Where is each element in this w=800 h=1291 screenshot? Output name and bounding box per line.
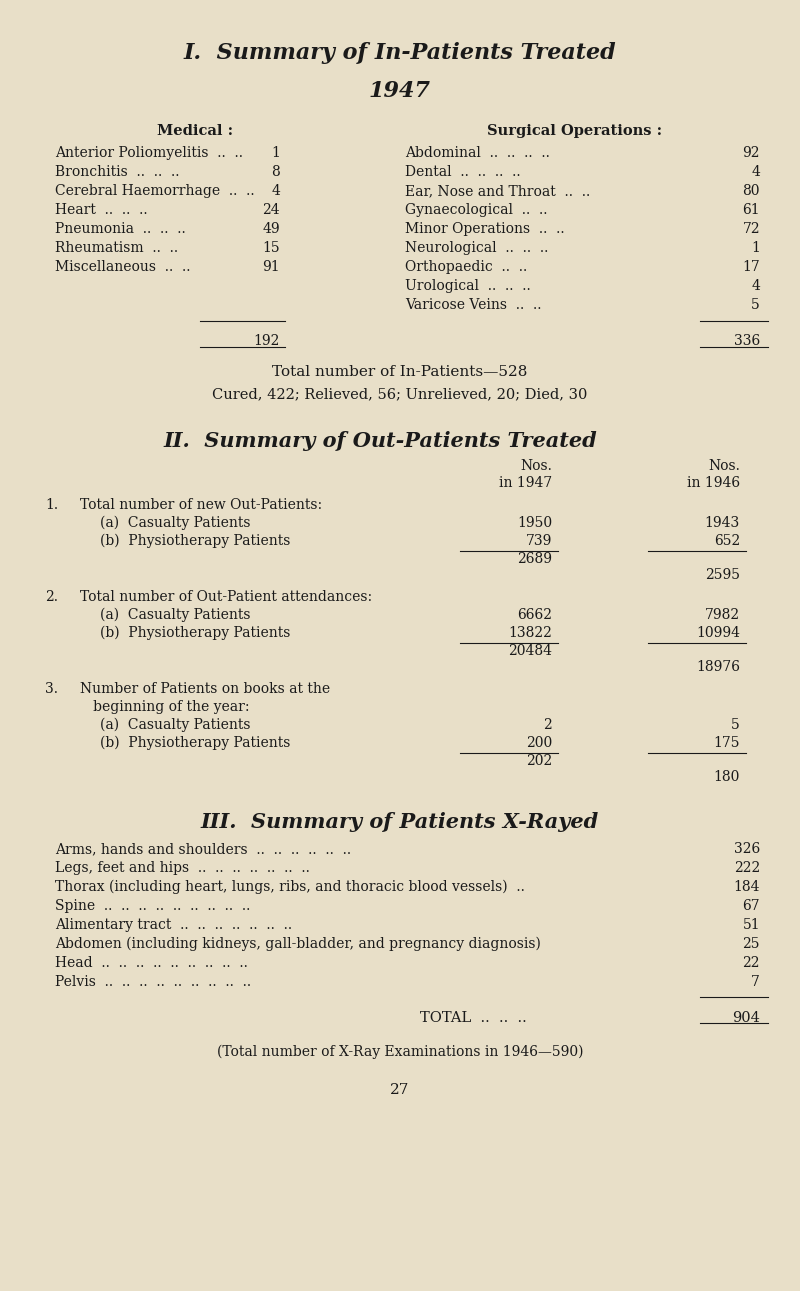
Text: Pneumonia  ..  ..  ..: Pneumonia .. .. ..: [55, 222, 194, 236]
Text: Gynaecological  ..  ..: Gynaecological .. ..: [405, 203, 556, 217]
Text: 49: 49: [262, 222, 280, 236]
Text: Minor Operations  ..  ..: Minor Operations .. ..: [405, 222, 574, 236]
Text: 7: 7: [751, 975, 760, 989]
Text: 5: 5: [731, 718, 740, 732]
Text: 336: 336: [734, 334, 760, 349]
Text: 8: 8: [271, 165, 280, 179]
Text: 72: 72: [742, 222, 760, 236]
Text: 10994: 10994: [696, 626, 740, 640]
Text: 67: 67: [742, 899, 760, 913]
Text: Anterior Poliomyelitis  ..  ..: Anterior Poliomyelitis .. ..: [55, 146, 252, 160]
Text: 24: 24: [262, 203, 280, 217]
Text: 2689: 2689: [517, 553, 552, 565]
Text: Neurological  ..  ..  ..: Neurological .. .. ..: [405, 241, 557, 256]
Text: Arms, hands and shoulders  ..  ..  ..  ..  ..  ..: Arms, hands and shoulders .. .. .. .. ..…: [55, 842, 351, 856]
Text: Total number of Out-Patient attendances:: Total number of Out-Patient attendances:: [80, 590, 372, 604]
Text: Number of Patients on books at the: Number of Patients on books at the: [80, 682, 330, 696]
Text: (a)  Casualty Patients: (a) Casualty Patients: [100, 516, 250, 531]
Text: Medical :: Medical :: [157, 124, 233, 138]
Text: Abdomen (including kidneys, gall-bladder, and pregnancy diagnosis): Abdomen (including kidneys, gall-bladder…: [55, 937, 541, 951]
Text: 22: 22: [742, 957, 760, 970]
Text: I.  Summary of In-Patients Treated: I. Summary of In-Patients Treated: [184, 43, 616, 65]
Text: 20484: 20484: [508, 644, 552, 658]
Text: Total number of new Out-Patients:: Total number of new Out-Patients:: [80, 498, 322, 513]
Text: II.  Summary of Out-Patients Treated: II. Summary of Out-Patients Treated: [163, 431, 597, 451]
Text: 222: 222: [734, 861, 760, 875]
Text: Bronchitis  ..  ..  ..: Bronchitis .. .. ..: [55, 165, 188, 179]
Text: Miscellaneous  ..  ..: Miscellaneous .. ..: [55, 259, 195, 274]
Text: 2: 2: [543, 718, 552, 732]
Text: Total number of In-Patients—528: Total number of In-Patients—528: [272, 365, 528, 380]
Text: 5: 5: [751, 298, 760, 312]
Text: 15: 15: [262, 241, 280, 256]
Text: TOTAL  ..  ..  ..: TOTAL .. .. ..: [420, 1011, 526, 1025]
Text: Orthopaedic  ..  ..: Orthopaedic .. ..: [405, 259, 536, 274]
Text: 61: 61: [742, 203, 760, 217]
Text: in 1947: in 1947: [498, 476, 552, 491]
Text: (a)  Casualty Patients: (a) Casualty Patients: [100, 718, 250, 732]
Text: 1: 1: [271, 146, 280, 160]
Text: 80: 80: [742, 185, 760, 198]
Text: Pelvis  ..  ..  ..  ..  ..  ..  ..  ..  ..: Pelvis .. .. .. .. .. .. .. .. ..: [55, 975, 251, 989]
Text: Abdominal  ..  ..  ..  ..: Abdominal .. .. .. ..: [405, 146, 558, 160]
Text: 184: 184: [734, 880, 760, 893]
Text: (Total number of X-Ray Examinations in 1946—590): (Total number of X-Ray Examinations in 1…: [217, 1044, 583, 1060]
Text: 3.: 3.: [45, 682, 58, 696]
Text: 326: 326: [734, 842, 760, 856]
Text: 27: 27: [390, 1083, 410, 1097]
Text: 17: 17: [742, 259, 760, 274]
Text: Alimentary tract  ..  ..  ..  ..  ..  ..  ..: Alimentary tract .. .. .. .. .. .. ..: [55, 918, 292, 932]
Text: (a)  Casualty Patients: (a) Casualty Patients: [100, 608, 250, 622]
Text: 192: 192: [254, 334, 280, 349]
Text: 652: 652: [714, 534, 740, 547]
Text: 180: 180: [714, 769, 740, 784]
Text: in 1946: in 1946: [687, 476, 740, 491]
Text: Urological  ..  ..  ..: Urological .. .. ..: [405, 279, 539, 293]
Text: 1943: 1943: [705, 516, 740, 531]
Text: Head  ..  ..  ..  ..  ..  ..  ..  ..  ..: Head .. .. .. .. .. .. .. .. ..: [55, 957, 248, 970]
Text: Legs, feet and hips  ..  ..  ..  ..  ..  ..  ..: Legs, feet and hips .. .. .. .. .. .. ..: [55, 861, 310, 875]
Text: 1947: 1947: [369, 80, 431, 102]
Text: Dental  ..  ..  ..  ..: Dental .. .. .. ..: [405, 165, 530, 179]
Text: Cured, 422; Relieved, 56; Unrelieved, 20; Died, 30: Cured, 422; Relieved, 56; Unrelieved, 20…: [212, 387, 588, 402]
Text: 4: 4: [751, 279, 760, 293]
Text: (b)  Physiotherapy Patients: (b) Physiotherapy Patients: [100, 534, 290, 549]
Text: 739: 739: [526, 534, 552, 547]
Text: Nos.: Nos.: [708, 460, 740, 473]
Text: 18976: 18976: [696, 660, 740, 674]
Text: 25: 25: [742, 937, 760, 951]
Text: Surgical Operations :: Surgical Operations :: [487, 124, 662, 138]
Text: Heart  ..  ..  ..: Heart .. .. ..: [55, 203, 156, 217]
Text: 175: 175: [714, 736, 740, 750]
Text: 92: 92: [742, 146, 760, 160]
Text: 4: 4: [751, 165, 760, 179]
Text: Cerebral Haemorrhage  ..  ..: Cerebral Haemorrhage .. ..: [55, 185, 263, 198]
Text: beginning of the year:: beginning of the year:: [80, 700, 250, 714]
Text: Thorax (including heart, lungs, ribs, and thoracic blood vessels)  ..: Thorax (including heart, lungs, ribs, an…: [55, 880, 525, 895]
Text: Nos.: Nos.: [520, 460, 552, 473]
Text: (b)  Physiotherapy Patients: (b) Physiotherapy Patients: [100, 626, 290, 640]
Text: Rheumatism  ..  ..: Rheumatism .. ..: [55, 241, 187, 256]
Text: Spine  ..  ..  ..  ..  ..  ..  ..  ..  ..: Spine .. .. .. .. .. .. .. .. ..: [55, 899, 250, 913]
Text: 91: 91: [262, 259, 280, 274]
Text: Ear, Nose and Throat  ..  ..: Ear, Nose and Throat .. ..: [405, 185, 599, 198]
Text: 2.: 2.: [45, 590, 58, 604]
Text: 1950: 1950: [517, 516, 552, 531]
Text: 1: 1: [751, 241, 760, 256]
Text: 200: 200: [526, 736, 552, 750]
Text: Varicose Veins  ..  ..: Varicose Veins .. ..: [405, 298, 550, 312]
Text: 6662: 6662: [517, 608, 552, 622]
Text: 202: 202: [526, 754, 552, 768]
Text: 1.: 1.: [45, 498, 58, 513]
Text: 4: 4: [271, 185, 280, 198]
Text: 13822: 13822: [508, 626, 552, 640]
Text: 51: 51: [742, 918, 760, 932]
Text: 2595: 2595: [705, 568, 740, 582]
Text: III.  Summary of Patients X-Rayed: III. Summary of Patients X-Rayed: [201, 812, 599, 831]
Text: (b)  Physiotherapy Patients: (b) Physiotherapy Patients: [100, 736, 290, 750]
Text: 904: 904: [732, 1011, 760, 1025]
Text: 7982: 7982: [705, 608, 740, 622]
